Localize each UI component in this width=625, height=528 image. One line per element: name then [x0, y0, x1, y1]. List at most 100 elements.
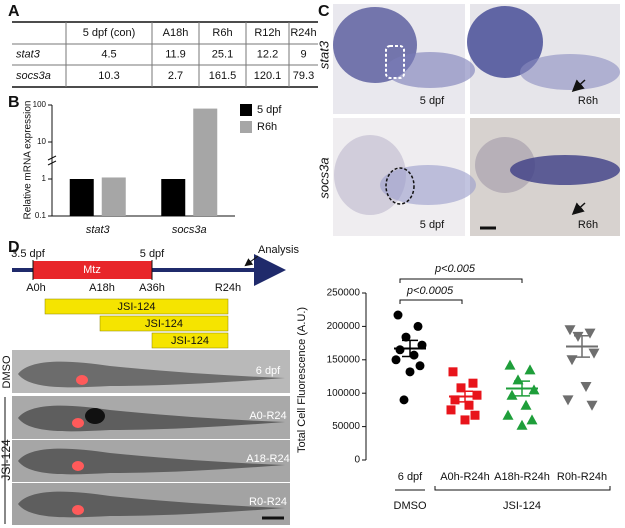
panel-label: A	[8, 3, 20, 20]
panel-label: B	[8, 94, 20, 111]
data-point	[401, 332, 411, 342]
legend-swatch	[240, 121, 252, 133]
data-point	[464, 400, 474, 410]
legend-label: 5 dpf	[257, 104, 282, 116]
data-point	[564, 325, 576, 336]
data-point	[520, 399, 532, 410]
data-point	[588, 348, 600, 359]
fish-label: R0-R24	[249, 496, 287, 508]
y-tick-label: 250000	[327, 288, 361, 299]
table-header: A18h	[163, 27, 189, 39]
data-point	[504, 359, 516, 370]
image-caption: R6h	[578, 219, 598, 231]
fish-label: A18-R24	[246, 453, 289, 465]
group-label: DMSO	[394, 500, 427, 512]
stage-label: 3.5 dpf	[11, 248, 46, 260]
x-tick-label: A0h-R24h	[440, 471, 490, 483]
data-point	[586, 400, 598, 411]
drug-bar	[99, 315, 229, 332]
data-point	[506, 389, 518, 400]
panel-label: D	[8, 239, 20, 256]
end-label: Analysis	[258, 244, 299, 256]
fish-label: 6 dpf	[256, 365, 281, 377]
y-tick-label: 50000	[332, 421, 360, 432]
bar	[161, 179, 186, 216]
table-cell: 10.3	[98, 70, 119, 82]
data-point	[460, 415, 470, 425]
table-cell: 120.1	[254, 70, 282, 82]
data-point	[391, 355, 401, 365]
sig-bracket	[399, 299, 463, 304]
gene-name: socs3a	[16, 70, 51, 82]
data-point	[584, 328, 596, 339]
error-bar	[514, 380, 530, 397]
x-tick-label: stat3	[86, 224, 111, 236]
sig-annotation: p<0.005	[434, 263, 476, 275]
data-point	[446, 405, 456, 415]
y-tick-label: 0	[354, 455, 360, 466]
y-tick-label: 150000	[327, 354, 361, 365]
y-axis-label: Relative mRNA expression	[23, 101, 34, 220]
table-cell: 12.2	[257, 48, 278, 60]
data-point	[417, 340, 427, 350]
table-cell: 79.3	[293, 70, 314, 82]
drug-label: JSI-124	[118, 301, 156, 313]
image-caption: R6h	[578, 95, 598, 107]
data-point	[562, 395, 574, 406]
table-header: R6h	[212, 27, 232, 39]
y-tick-label: 0.1	[35, 211, 47, 220]
sig-annotation: p<0.0005	[406, 285, 454, 297]
data-point	[395, 345, 405, 355]
legend-label: R6h	[257, 121, 277, 133]
data-point	[393, 310, 403, 320]
table-cell: 161.5	[209, 70, 237, 82]
drug-bar	[44, 298, 229, 315]
group-bracket	[434, 486, 611, 491]
data-point	[516, 419, 528, 430]
data-point	[468, 378, 478, 388]
row-label: stat3	[316, 40, 331, 69]
data-point	[524, 364, 536, 375]
group-label: DMSO	[1, 355, 13, 388]
y-tick-label: 200000	[327, 321, 361, 332]
table-header: R24h	[290, 27, 316, 39]
data-point	[450, 395, 460, 405]
table-header: R12h	[254, 27, 280, 39]
drug-label: JSI-124	[145, 318, 183, 330]
table-header: 5 dpf (con)	[83, 27, 136, 39]
stage-label: 5 dpf	[140, 248, 165, 260]
fish-label: A0-R24	[249, 410, 286, 422]
bar	[193, 108, 218, 216]
fish-images	[4, 350, 290, 525]
table-cell: 4.5	[101, 48, 116, 60]
x-tick-label: socs3a	[172, 224, 207, 236]
timepoint-label: A0h	[26, 282, 46, 294]
legend-swatch	[240, 104, 252, 116]
table-cell: 11.9	[165, 48, 186, 60]
data-point	[448, 367, 458, 377]
data-point	[472, 390, 482, 400]
bar	[69, 179, 94, 216]
gene-name: stat3	[16, 48, 41, 60]
data-point	[572, 331, 584, 342]
table-cell: 9	[300, 48, 306, 60]
y-tick-label: 10	[37, 137, 46, 146]
group-label: JSI-124	[0, 439, 13, 481]
group-label: JSI-124	[503, 500, 541, 512]
timepoint-label: A36h	[139, 282, 165, 294]
drug-bar	[151, 332, 229, 349]
sig-bracket	[399, 278, 523, 283]
in-situ-images	[333, 4, 620, 236]
image-caption: 5 dpf	[420, 95, 445, 107]
axis-break	[47, 155, 57, 161]
treatment-label: Mtz	[83, 264, 101, 276]
error-bar	[574, 335, 590, 358]
data-point	[409, 350, 419, 360]
bar	[101, 177, 126, 216]
image-caption: 5 dpf	[420, 219, 445, 231]
treatment-bar	[33, 261, 152, 279]
error-bar	[457, 390, 473, 403]
data-point	[405, 367, 415, 377]
timepoint-label: R24h	[215, 282, 241, 294]
